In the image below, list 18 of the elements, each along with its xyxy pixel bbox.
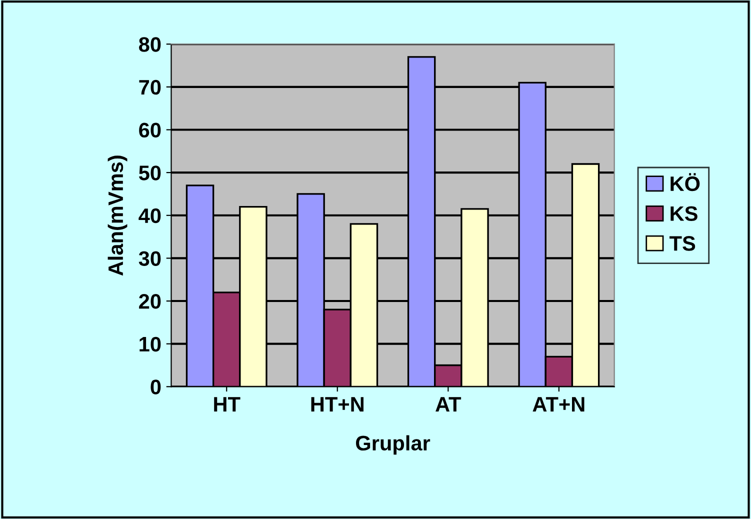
- legend-label: TS: [670, 236, 696, 251]
- x-tick-label: HT: [214, 397, 240, 412]
- y-tick-label: 0: [150, 380, 161, 394]
- x-tick-label: HT+N: [311, 397, 364, 412]
- y-tick-label: 70: [139, 80, 161, 95]
- y-tick-label: 20: [139, 294, 161, 309]
- y-tick-label: 50: [138, 166, 161, 180]
- y-tick-label: 10: [140, 336, 161, 352]
- legend-label: KS: [670, 206, 698, 221]
- y-axis-title: Alan(mVms): [108, 156, 128, 276]
- y-tick-label: 40: [138, 208, 161, 224]
- y-tick-label: 30: [138, 251, 161, 266]
- x-axis-title: Gruplar: [356, 435, 430, 455]
- y-tick-label: 60: [139, 122, 161, 138]
- x-tick-label: AT+N: [532, 397, 584, 412]
- x-tick-label: AT: [436, 397, 462, 412]
- y-tick-label: 80: [138, 37, 161, 52]
- legend-label: KÖ: [670, 173, 700, 192]
